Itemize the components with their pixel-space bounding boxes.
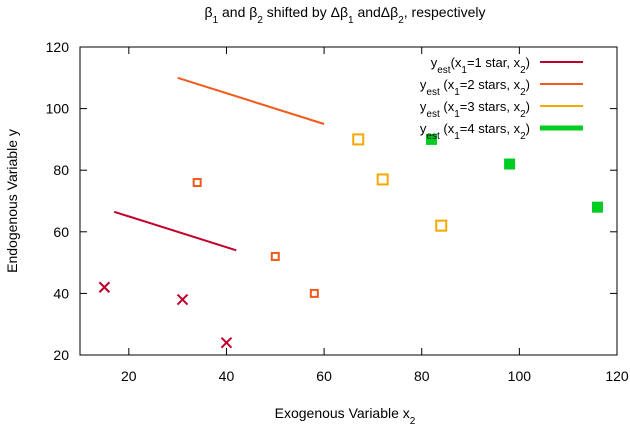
- y-axis: 20 40 60 80 100 120: [46, 39, 617, 363]
- series-3-point: [435, 219, 448, 232]
- x-tick-label: 20: [121, 368, 137, 384]
- legend-label-3: yest (x1=3 stars, x2): [420, 99, 530, 120]
- x-tick-label: 40: [219, 368, 235, 384]
- series-2-fit-line: [177, 76, 325, 125]
- x-tick-label: 120: [605, 368, 629, 384]
- x-tick-label: 60: [316, 368, 332, 384]
- x-axis-label: Exogenous Variable x2: [275, 405, 416, 427]
- y-tick-label: 120: [46, 39, 70, 55]
- series-4: [425, 133, 603, 213]
- series-1-point: [176, 293, 189, 306]
- series-2-point: [309, 288, 319, 298]
- series-2-point: [192, 178, 202, 188]
- y-tick-label: 100: [46, 101, 70, 117]
- series-4-point: [425, 133, 437, 145]
- chart-title: β1 and β2 shifted by Δβ1 andΔβ2, respect…: [205, 4, 486, 26]
- legend-label-2: yest (x1=2 stars, x2): [420, 77, 530, 98]
- y-tick-label: 60: [53, 224, 69, 240]
- series-1-point: [220, 336, 233, 349]
- y-axis-label: Endogenous Variable y: [4, 129, 20, 273]
- y-tick-label: 80: [53, 162, 69, 178]
- legend-label-1: yest(x1=1 star, x2): [431, 55, 530, 76]
- series-1-fit-line: [113, 210, 237, 252]
- series-2: [177, 76, 325, 298]
- series-3-point: [376, 173, 389, 186]
- x-tick-label: 100: [508, 368, 532, 384]
- x-axis: 20 40 60 80 100 120: [121, 47, 629, 384]
- x-tick-label: 80: [414, 368, 430, 384]
- data-marks: [98, 76, 603, 349]
- y-tick-label: 40: [53, 285, 69, 301]
- legend-label-4: yest (x1=4 stars, x2): [420, 121, 530, 142]
- series-4-point: [591, 201, 603, 213]
- series-3-point: [352, 133, 365, 146]
- plot-area: [79, 46, 618, 356]
- series-1: [98, 210, 237, 349]
- y-tick-label: 20: [53, 347, 69, 363]
- series-4-point: [504, 158, 516, 170]
- series-1-point: [98, 281, 111, 293]
- series-2-point: [270, 251, 280, 261]
- series-3: [352, 133, 448, 232]
- legend: yest(x1=1 star, x2)yest (x1=2 stars, x2)…: [420, 55, 583, 142]
